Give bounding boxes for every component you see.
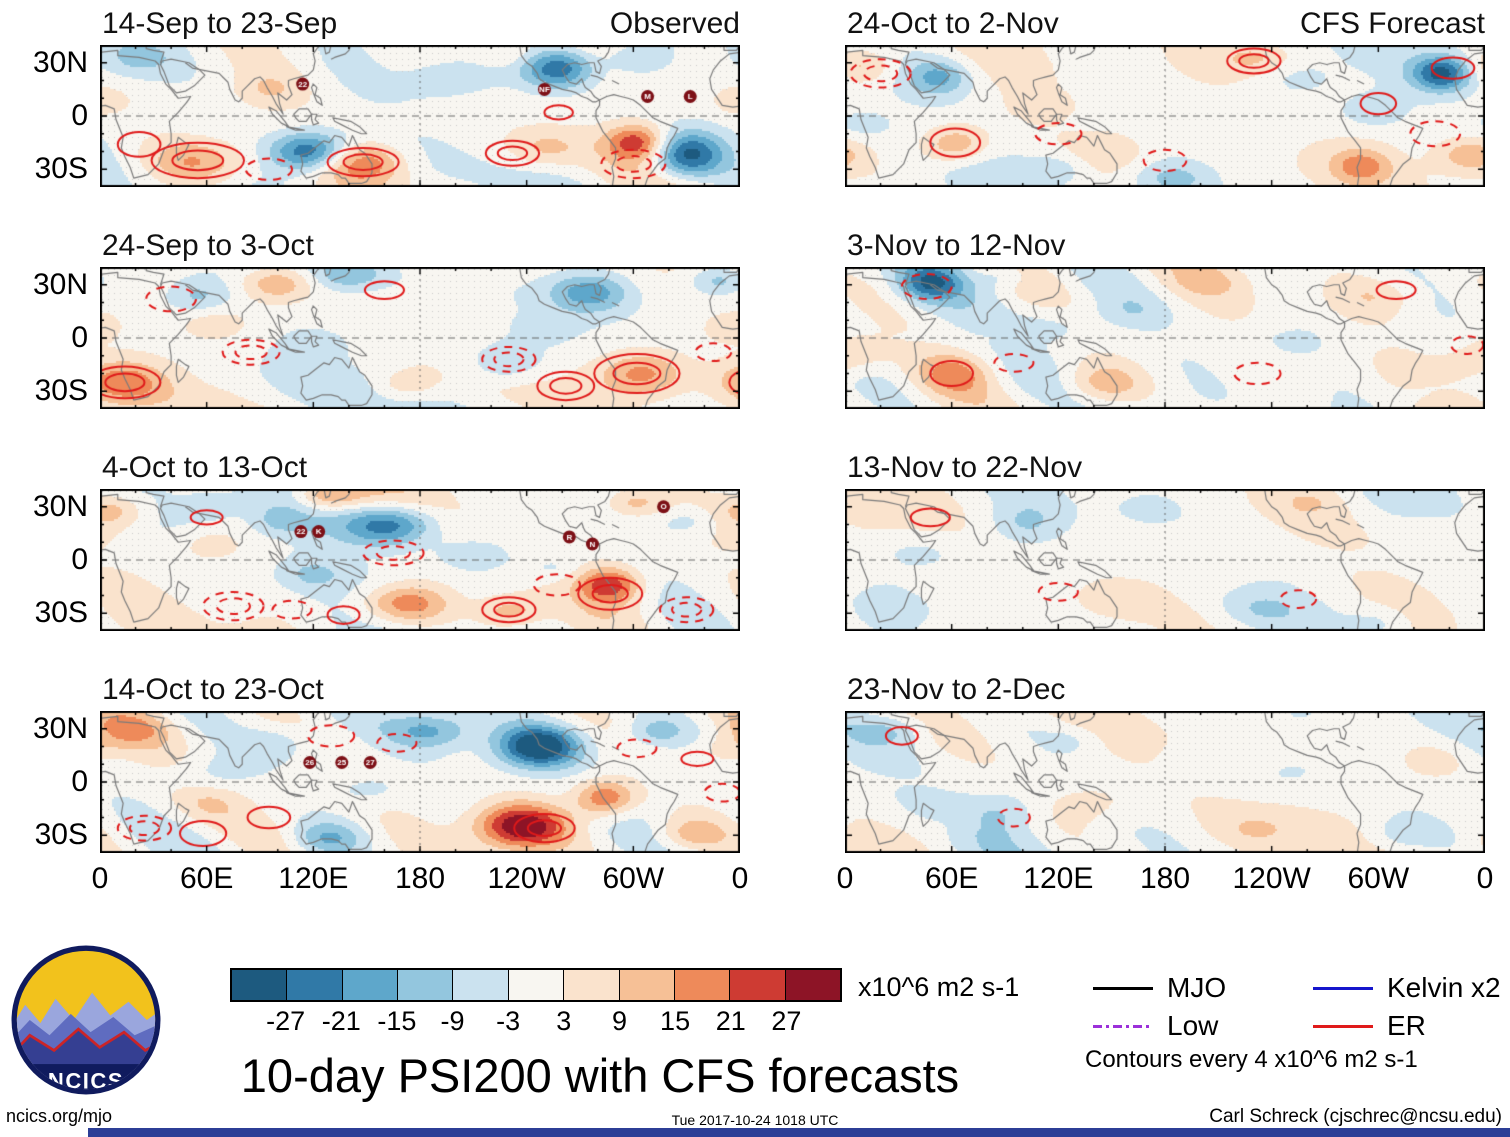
panel-forecast-1: 24-Oct to 2-Nov CFS Forecast (845, 7, 1485, 187)
panel-forecast-4: 23-Nov to 2-Dec (845, 673, 1485, 853)
footer-timestamp: Tue 2017-10-24 1018 UTC (671, 1112, 839, 1128)
map-canvas (100, 267, 740, 409)
x-axis-label: 120E (1023, 862, 1094, 895)
panel-date-range: 14-Sep to 23-Sep (102, 7, 338, 40)
low-line-swatch (1093, 1024, 1153, 1028)
footer-url: ncics.org/mjo (6, 1106, 113, 1126)
x-axis-label: 120W (1232, 862, 1311, 895)
footer-credit: Carl Schreck (cjschrec@ncsu.edu) (1209, 1106, 1502, 1127)
colorbar-cell (453, 970, 509, 1000)
colorbar-cell (674, 970, 731, 1000)
legend-label-er: ER (1387, 1010, 1426, 1041)
y-axis-label: 30N (32, 711, 88, 745)
x-axis-label: 120E (278, 862, 349, 895)
x-axis-label: 120W (487, 862, 566, 895)
colorbar-tick-label: 3 (556, 1006, 572, 1036)
map-canvas (100, 45, 740, 187)
colorbar-tick-label: -21 (321, 1006, 361, 1036)
x-axis-label: 0 (836, 862, 854, 895)
y-axis-label: 30N (32, 489, 88, 523)
y-axis-label: 30S (34, 818, 88, 852)
panel-date-range: 23-Nov to 2-Dec (847, 673, 1066, 706)
y-axis-label: 30S (34, 152, 88, 186)
colorbar-tick-label: 9 (611, 1006, 627, 1036)
colorbar-tick-label: -15 (377, 1006, 417, 1036)
y-axis-label: 30S (34, 374, 88, 408)
x-axis-label: 180 (1139, 862, 1191, 895)
figure-title: 10-day PSI200 with CFS forecasts (240, 1049, 960, 1102)
map-canvas (845, 711, 1485, 853)
forecast-column-label: CFS Forecast (1299, 7, 1485, 40)
colorbar-tick-label: 15 (660, 1006, 691, 1036)
colorbar-cell (398, 970, 454, 1000)
y-axis-label: 30N (32, 267, 88, 301)
map-canvas (845, 267, 1485, 409)
colorbar (230, 968, 842, 1002)
map-canvas (845, 45, 1485, 187)
legend-item-er: ER (1313, 1010, 1426, 1042)
panel-date-range: 3-Nov to 12-Nov (847, 229, 1066, 262)
legend-label-low: Low (1167, 1010, 1219, 1041)
map-canvas (100, 711, 740, 853)
panel-date-range: 24-Sep to 3-Oct (102, 229, 314, 262)
colorbar-units: x10^6 m2 s-1 (858, 972, 1020, 1002)
colorbar-cell (508, 970, 565, 1000)
x-axis-label: 60E (179, 862, 234, 895)
y-axis-label: 30N (32, 45, 88, 79)
panel-observed-1: 14-Sep to 23-Sep Observed (100, 7, 740, 187)
colorbar-cell (564, 970, 620, 1000)
panel-forecast-3: 13-Nov to 22-Nov (845, 451, 1485, 631)
map-canvas (845, 489, 1485, 631)
colorbar-tick-label: -9 (440, 1006, 465, 1036)
colorbar-cell (730, 970, 786, 1000)
colorbar-cell (342, 970, 399, 1000)
ncics-logo: NCICS (11, 945, 161, 1095)
observed-column-label: Observed (609, 7, 740, 40)
colorbar-cell (785, 970, 840, 1000)
colorbar-cell (287, 970, 343, 1000)
panel-observed-4: 14-Oct to 23-Oct (100, 673, 740, 853)
panel-date-range: 14-Oct to 23-Oct (102, 673, 324, 706)
mjo-line-swatch (1093, 986, 1153, 990)
legend-label-kelvin: Kelvin x2 (1387, 972, 1501, 1003)
panel-date-range: 4-Oct to 13-Oct (102, 451, 308, 484)
colorbar-cell (232, 970, 288, 1000)
y-axis-label: 0 (71, 321, 88, 354)
x-axis-label: 180 (394, 862, 446, 895)
logo-text: NCICS (48, 1068, 124, 1093)
y-axis-label: 0 (71, 765, 88, 798)
x-axis-label: 0 (91, 862, 109, 895)
panel-forecast-2: 3-Nov to 12-Nov (845, 229, 1485, 409)
panel-observed-3: 4-Oct to 13-Oct (100, 451, 740, 631)
colorbar-tick-label: -27 (266, 1006, 306, 1036)
y-axis-label: 30S (34, 596, 88, 630)
panel-observed-2: 24-Sep to 3-Oct (100, 229, 740, 409)
x-axis-label: 60W (1347, 862, 1410, 895)
legend-item-mjo: MJO (1093, 972, 1226, 1004)
colorbar-tick-label: 21 (715, 1006, 746, 1036)
panel-date-range: 24-Oct to 2-Nov (847, 7, 1059, 40)
logo-red-ridge-line (16, 1027, 156, 1058)
legend-item-kelvin: Kelvin x2 (1313, 972, 1501, 1004)
panel-date-range: 13-Nov to 22-Nov (847, 451, 1083, 484)
x-axis-label: 0 (731, 862, 749, 895)
contour-interval-note: Contours every 4 x10^6 m2 s-1 (1085, 1046, 1418, 1073)
er-line-swatch (1313, 1024, 1373, 1028)
colorbar-tick-label: -3 (496, 1006, 521, 1036)
x-axis-label: 60W (602, 862, 665, 895)
kelvin-line-swatch (1313, 986, 1373, 990)
map-canvas (100, 489, 740, 631)
bottom-bar (88, 1128, 1510, 1137)
x-axis-label: 60E (924, 862, 979, 895)
x-axis-label: 0 (1476, 862, 1494, 895)
legend-label-mjo: MJO (1167, 972, 1227, 1003)
y-axis-label: 0 (71, 543, 88, 576)
colorbar-tick-label: 27 (771, 1006, 802, 1036)
colorbar-cell (619, 970, 675, 1000)
legend-item-low: Low (1093, 1010, 1218, 1042)
y-axis-label: 0 (71, 99, 88, 132)
